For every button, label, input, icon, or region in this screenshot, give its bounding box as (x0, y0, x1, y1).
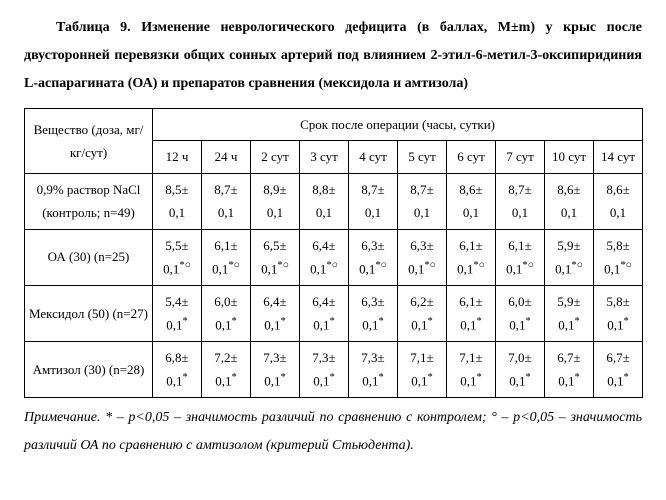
sig-marker: * (477, 372, 482, 383)
value-cell: 6,0±0,1* (202, 285, 251, 341)
sig-marker: * (183, 316, 188, 327)
value-cell: 6,3±0,1* (349, 285, 398, 341)
row-label: Мексидол (50) (n=27) (25, 285, 153, 341)
value-cell: 6,8±0,1* (153, 341, 202, 397)
sig-marker: *○ (179, 260, 191, 271)
value-cell: 6,5±0,1*○ (251, 229, 300, 285)
sig-marker: * (330, 372, 335, 383)
sig-marker: * (526, 316, 531, 327)
col-time: 2 сут (251, 141, 300, 173)
sig-marker: *○ (375, 260, 387, 271)
value-cell: 7,1±0,1* (447, 341, 496, 397)
value-cell: 5,5±0,1*○ (153, 229, 202, 285)
table-row: ОА (30) (n=25)5,5±0,1*○6,1±0,1*○6,5±0,1*… (25, 229, 643, 285)
value-cell: 8,8±0,1 (300, 173, 349, 229)
table-row: Амтизол (30) (n=28)6,8±0,1*7,2±0,1*7,3±0… (25, 341, 643, 397)
value-cell: 8,6±0,1 (594, 173, 643, 229)
sig-marker: * (624, 372, 629, 383)
value-cell: 7,0±0,1* (496, 341, 545, 397)
row-label: 0,9% раствор NaCl (контроль; n=49) (25, 173, 153, 229)
sig-marker: * (330, 316, 335, 327)
value-cell: 6,7±0,1* (545, 341, 594, 397)
table-footnote: Примечание. * – p<0,05 – значимость разл… (24, 404, 642, 460)
value-cell: 7,3±0,1* (251, 341, 300, 397)
table-caption: Таблица 9. Изменение неврологического де… (24, 14, 642, 98)
row-label: Амтизол (30) (n=28) (25, 341, 153, 397)
value-cell: 8,7±0,1 (202, 173, 251, 229)
value-cell: 6,2±0,1* (398, 285, 447, 341)
sig-marker: * (281, 372, 286, 383)
sig-marker: * (232, 372, 237, 383)
sig-marker: * (624, 316, 629, 327)
sig-marker: *○ (473, 260, 485, 271)
sig-marker: *○ (424, 260, 436, 271)
col-time: 12 ч (153, 141, 202, 173)
col-time: 3 сут (300, 141, 349, 173)
sig-marker: * (379, 372, 384, 383)
sig-marker: * (575, 372, 580, 383)
value-cell: 7,1±0,1* (398, 341, 447, 397)
sig-marker: * (428, 316, 433, 327)
row-label: ОА (30) (n=25) (25, 229, 153, 285)
value-cell: 6,1±0,1*○ (496, 229, 545, 285)
sig-marker: * (477, 316, 482, 327)
value-cell: 6,0±0,1* (496, 285, 545, 341)
sig-marker: *○ (522, 260, 534, 271)
value-cell: 6,3±0,1*○ (398, 229, 447, 285)
note-label: Примечание. (24, 410, 100, 425)
col-time: 4 сут (349, 141, 398, 173)
col-substance: Вещество (доза, мг/кг/сут) (25, 109, 153, 174)
value-cell: 5,9±0,1* (545, 285, 594, 341)
sig-marker: * (281, 316, 286, 327)
value-cell: 6,4±0,1* (251, 285, 300, 341)
value-cell: 7,2±0,1* (202, 341, 251, 397)
sig-marker: * (428, 372, 433, 383)
value-cell: 6,1±0,1*○ (202, 229, 251, 285)
value-cell: 7,3±0,1* (349, 341, 398, 397)
value-cell: 8,9±0,1 (251, 173, 300, 229)
table-row: Мексидол (50) (n=27)5,4±0,1*6,0±0,1*6,4±… (25, 285, 643, 341)
sig-marker: *○ (571, 260, 583, 271)
sig-marker: * (183, 372, 188, 383)
note-text: * – p<0,05 – значимость различий по срав… (24, 410, 642, 453)
value-cell: 5,8±0,1*○ (594, 229, 643, 285)
sig-marker: * (575, 316, 580, 327)
value-cell: 5,4±0,1* (153, 285, 202, 341)
value-cell: 6,4±0,1*○ (300, 229, 349, 285)
value-cell: 8,6±0,1 (545, 173, 594, 229)
sig-marker: * (379, 316, 384, 327)
sig-marker: *○ (326, 260, 338, 271)
col-time: 6 сут (447, 141, 496, 173)
value-cell: 6,7±0,1* (594, 341, 643, 397)
col-time: 14 сут (594, 141, 643, 173)
sig-marker: *○ (277, 260, 289, 271)
col-time: 10 сут (545, 141, 594, 173)
sig-marker: * (526, 372, 531, 383)
col-period: Срок после операции (часы, сутки) (153, 109, 643, 141)
sig-marker: *○ (620, 260, 632, 271)
sig-marker: *○ (228, 260, 240, 271)
value-cell: 6,4±0,1* (300, 285, 349, 341)
value-cell: 6,1±0,1*○ (447, 229, 496, 285)
table-row: 0,9% раствор NaCl (контроль; n=49)8,5±0,… (25, 173, 643, 229)
value-cell: 6,1±0,1* (447, 285, 496, 341)
value-cell: 5,9±0,1*○ (545, 229, 594, 285)
value-cell: 8,5±0,1 (153, 173, 202, 229)
value-cell: 8,6±0,1 (447, 173, 496, 229)
value-cell: 8,7±0,1 (398, 173, 447, 229)
value-cell: 7,3±0,1* (300, 341, 349, 397)
col-time: 24 ч (202, 141, 251, 173)
value-cell: 6,3±0,1*○ (349, 229, 398, 285)
value-cell: 8,7±0,1 (349, 173, 398, 229)
data-table: Вещество (доза, мг/кг/сут) Срок после оп… (24, 108, 643, 398)
col-time: 7 сут (496, 141, 545, 173)
value-cell: 8,7±0,1 (496, 173, 545, 229)
value-cell: 5,8±0,1* (594, 285, 643, 341)
col-time: 5 сут (398, 141, 447, 173)
sig-marker: * (232, 316, 237, 327)
